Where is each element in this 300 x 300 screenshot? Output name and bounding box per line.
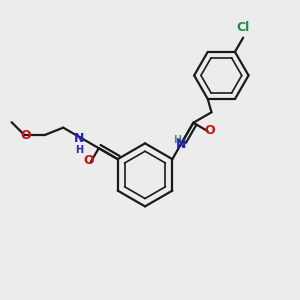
Text: Cl: Cl bbox=[236, 21, 250, 34]
Text: O: O bbox=[84, 154, 94, 167]
Text: O: O bbox=[21, 129, 32, 142]
Text: N: N bbox=[176, 138, 187, 151]
Text: H: H bbox=[173, 135, 181, 145]
Text: N: N bbox=[74, 132, 84, 145]
Text: O: O bbox=[204, 124, 214, 137]
Text: H: H bbox=[75, 145, 83, 154]
